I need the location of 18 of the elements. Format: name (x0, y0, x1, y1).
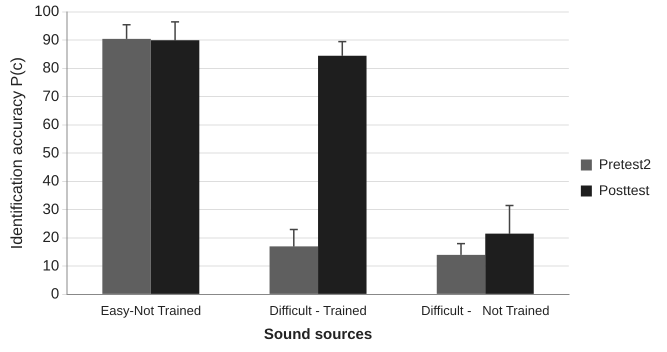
y-tick-label: 30 (42, 200, 60, 218)
legend-label: Pretest2 (598, 156, 652, 172)
legend-label: Posttest (598, 182, 650, 198)
y-tick-label: 0 (50, 286, 60, 303)
y-tick-label: 50 (42, 144, 60, 162)
y-tick-label: 10 (42, 257, 60, 274)
y-tick-label: 60 (42, 116, 60, 134)
y-tick-label: 70 (42, 88, 60, 105)
y-tick-label: 80 (42, 60, 60, 77)
x-tick-label: Difficult - Not Trained (421, 302, 550, 318)
y-tick-label: 20 (42, 229, 60, 246)
y-tick-label: 90 (42, 31, 60, 48)
x-axis-title: Sound sources (264, 326, 372, 344)
y-tick-label: 40 (42, 172, 60, 190)
y-axis-title: Identification accuracy P(c) (9, 57, 26, 250)
x-tick-label: Difficult - Trained (269, 302, 367, 318)
x-tick-label: Easy-Not Trained (100, 302, 202, 318)
y-tick-label: 100 (34, 3, 60, 20)
